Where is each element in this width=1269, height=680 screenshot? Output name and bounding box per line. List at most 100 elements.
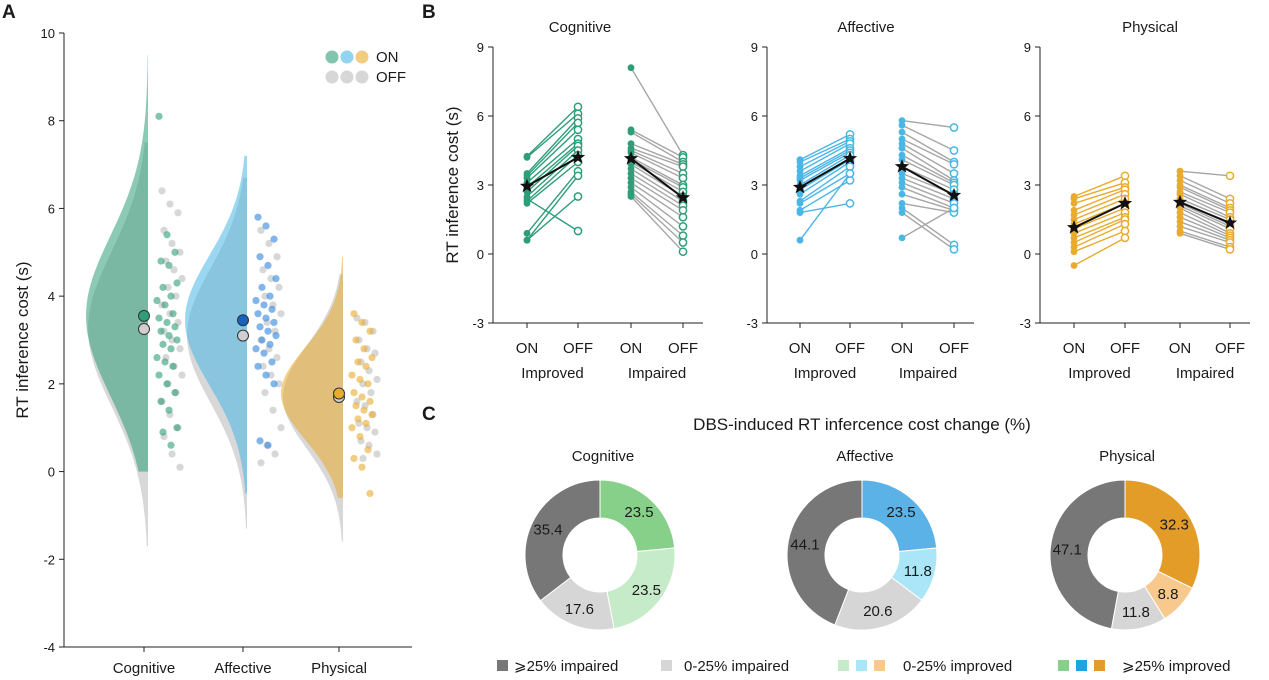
legend-label: ⩾25% impaired xyxy=(514,658,618,675)
on-point-cognitive xyxy=(167,345,175,353)
off-point-affective xyxy=(273,253,281,261)
on-point-cognitive xyxy=(155,314,163,322)
impaired-line xyxy=(901,142,955,175)
donut-slice-impair25 xyxy=(1049,479,1126,630)
impaired-line xyxy=(630,147,684,168)
improved-line xyxy=(526,106,579,157)
legend-swatch xyxy=(1076,660,1087,671)
improved-line xyxy=(799,138,851,163)
improved-off-point xyxy=(845,169,855,178)
donut-slice-impair25 xyxy=(786,479,863,626)
improved-line xyxy=(799,142,851,172)
impaired-line xyxy=(1179,205,1231,230)
donut-slice-imp25 xyxy=(599,479,676,553)
y-tick-label: 6 xyxy=(751,109,758,124)
impaired-on-point xyxy=(627,128,635,136)
on-point-physical xyxy=(368,353,376,362)
donut-physical: Physical 32.3 8.8 11.8 47.1 xyxy=(1049,448,1201,631)
on-point-affective xyxy=(270,380,278,388)
y-tick-label: 9 xyxy=(477,40,484,55)
impaired-line xyxy=(901,202,955,214)
donut-slice-label: 8.8 xyxy=(1158,586,1179,603)
on-point-affective xyxy=(272,275,280,283)
mean-star xyxy=(623,151,639,165)
on-point-affective xyxy=(270,235,278,243)
x-category-affective: Affective xyxy=(214,660,271,677)
on-point-physical xyxy=(356,375,364,384)
on-point-physical xyxy=(368,410,376,419)
on-density-affective xyxy=(185,155,247,494)
improved-on-point xyxy=(796,200,804,207)
on-point-cognitive xyxy=(155,112,163,120)
improved-line xyxy=(526,117,579,174)
improved-line xyxy=(799,133,851,161)
improved-line xyxy=(799,166,851,202)
on-point-affective xyxy=(258,283,266,291)
donut-slice-impair25 xyxy=(524,479,601,602)
impaired-off-point xyxy=(949,245,959,254)
on-density-cognitive xyxy=(86,54,148,472)
panel-a: -4 -2 0 2 4 6 8 10 RT inference cost (s) Cognitiv… xyxy=(13,26,412,677)
impaired-on-point xyxy=(898,209,906,217)
impaired-mean-line xyxy=(1179,201,1231,224)
donut-slice-label: 35.4 xyxy=(533,521,562,538)
x-tick-label: OFF xyxy=(668,340,698,357)
impaired-line xyxy=(1179,230,1231,248)
group-label-impaired: Impaired xyxy=(628,365,686,382)
impaired-line xyxy=(1179,184,1231,209)
panel-c-letter: C xyxy=(422,404,436,425)
on-point-affective xyxy=(254,310,262,318)
x-tick-label: ON xyxy=(620,340,643,357)
subplot-cognitive: Cognitive -3 0 3 6 9 ON OFF ON OFF Improved Impaire… xyxy=(472,19,703,382)
impaired-off-point xyxy=(678,212,688,222)
x-category-cognitive: Cognitive xyxy=(113,660,176,677)
y-tick-label: 3 xyxy=(751,178,758,193)
off-point-affective xyxy=(269,406,277,414)
on-point-affective xyxy=(266,292,274,300)
y-tick-label: -3 xyxy=(1019,316,1031,331)
on-point-cognitive xyxy=(157,257,165,265)
improved-line xyxy=(1073,237,1126,267)
on-point-physical xyxy=(358,393,366,401)
impaired-line xyxy=(630,129,684,159)
legend-on-dot xyxy=(355,50,369,64)
impaired-line xyxy=(1179,225,1231,244)
y-tick-label: 2 xyxy=(48,377,55,392)
improved-line xyxy=(526,198,579,232)
on-point-physical xyxy=(364,380,372,388)
y-tick-label: -3 xyxy=(746,316,758,331)
y-axis-title: RT inference cost (s) xyxy=(13,261,32,418)
impaired-line xyxy=(901,207,955,239)
impaired-line xyxy=(901,212,955,250)
improved-on-point xyxy=(523,195,531,203)
impaired-line xyxy=(630,156,684,186)
impaired-line xyxy=(630,142,684,165)
impaired-on-point xyxy=(898,234,906,242)
impaired-line xyxy=(630,168,684,202)
impaired-off-point xyxy=(678,205,688,215)
impaired-on-point xyxy=(898,121,906,129)
on-point-cognitive xyxy=(159,340,167,348)
chart-title: DBS-induced RT infercence cost change (%… xyxy=(693,415,1031,434)
donut-slice-imp25 xyxy=(861,479,938,553)
mean-star xyxy=(792,179,808,194)
improved-off-point xyxy=(573,192,583,201)
impaired-line xyxy=(901,154,955,184)
impaired-line xyxy=(901,193,955,211)
legend-swatch xyxy=(497,660,508,671)
on-point-cognitive xyxy=(159,428,167,436)
x-tick-label: ON xyxy=(1063,340,1086,357)
off-point-affective xyxy=(261,389,269,397)
on-point-cognitive xyxy=(173,336,181,344)
improved-line xyxy=(526,170,579,234)
group-label-improved: Improved xyxy=(794,365,857,382)
impaired-off-point xyxy=(949,159,959,169)
impaired-line xyxy=(1179,191,1231,214)
impaired-off-point xyxy=(678,238,688,247)
impaired-off-point xyxy=(949,203,959,213)
on-mean-marker-affective xyxy=(237,314,249,327)
improved-mean-line xyxy=(526,156,579,188)
improved-line xyxy=(799,161,851,195)
legend-swatch xyxy=(856,660,867,671)
off-point-cognitive xyxy=(166,200,174,208)
